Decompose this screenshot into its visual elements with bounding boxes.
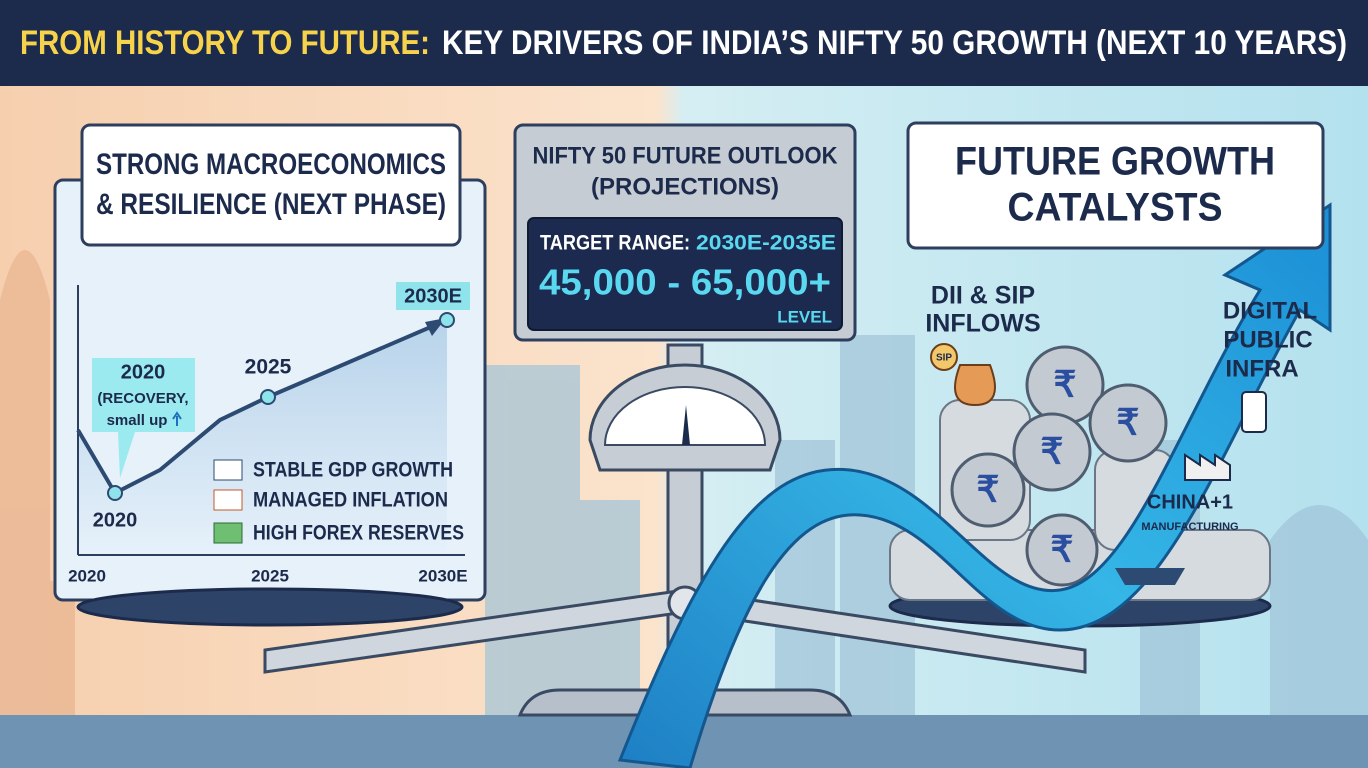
callout-line: 2020 — [121, 361, 166, 383]
x-axis-label: 2020 — [68, 566, 106, 585]
rupee-symbol: ₹ — [1041, 431, 1064, 472]
catalyst-line: INFRA — [1225, 355, 1298, 382]
gdp-icon — [213, 459, 243, 481]
header-bar — [0, 0, 1368, 86]
building — [485, 365, 580, 715]
right-title-box — [906, 121, 1325, 250]
catalyst-line: PUBLIC — [1223, 326, 1312, 353]
trend-line — [76, 321, 441, 496]
callout-line: (RECOVERY, — [97, 390, 188, 407]
x-axis-label: 2030E — [418, 566, 467, 585]
growth-arrow — [617, 202, 1332, 768]
gauge-needle — [682, 405, 690, 445]
dome — [20, 580, 75, 715]
callout-line: small up — [107, 412, 168, 429]
forex-icon — [213, 522, 243, 544]
money-bag — [954, 364, 996, 407]
display-screen — [527, 217, 843, 331]
phone-icon — [1241, 391, 1267, 433]
sip-badge: SIP — [936, 353, 952, 364]
driver: STABLE GDP GROWTH — [253, 459, 453, 482]
title: KEY DRIVERS OF INDIA’S NIFTY 50 GROWTH (… — [442, 24, 1347, 62]
catalyst-line: CHINA+1 — [1147, 491, 1233, 513]
target-label: TARGET RANGE: — [540, 232, 690, 255]
end-label: 2030E — [404, 285, 462, 307]
up-arrow-icon — [172, 411, 182, 426]
rupee-symbol: ₹ — [1117, 402, 1140, 443]
sip-badge-circle — [930, 343, 958, 371]
heritage-building — [0, 250, 75, 715]
point-marker — [260, 389, 276, 405]
target-period: 2030E-2035E — [696, 232, 836, 255]
right-title-line: CATALYSTS — [1008, 186, 1223, 230]
end-label-box — [396, 282, 470, 310]
rupee-symbols: ₹ ₹ ₹ ₹ ₹ — [977, 364, 1140, 570]
coin — [1025, 513, 1099, 587]
title-highlight: FROM HISTORY TO FUTURE: — [20, 24, 430, 62]
rupee-symbol: ₹ — [977, 469, 1000, 510]
point-marker — [439, 312, 455, 328]
factory-icon — [1184, 453, 1231, 481]
ship-icon — [1115, 568, 1185, 585]
left-title-line: STRONG MACROECONOMICS — [96, 148, 446, 181]
dome — [1270, 505, 1368, 715]
center-title-line: NIFTY 50 FUTURE OUTLOOK — [533, 142, 839, 169]
coin — [950, 452, 1026, 528]
coin — [1012, 412, 1092, 492]
left-title-box — [80, 123, 462, 247]
target-unit: LEVEL — [777, 307, 832, 326]
rupee-symbol: ₹ — [1054, 364, 1077, 405]
left-pan — [76, 587, 464, 627]
inflation-icon — [213, 489, 243, 511]
catalyst-line: DII & SIP — [931, 282, 1035, 310]
catalyst-line: DIGITAL — [1223, 297, 1317, 324]
mid-label: 2025 — [245, 356, 292, 379]
callout-box — [92, 358, 195, 478]
center-title-line: (PROJECTIONS) — [591, 173, 779, 200]
driver: HIGH FOREX RESERVES — [253, 522, 464, 545]
chart-area — [78, 320, 447, 555]
rupee-coins — [950, 345, 1168, 587]
rupee-symbol: ₹ — [1051, 529, 1074, 570]
driver: MANAGED INFLATION — [253, 489, 448, 512]
x-axis-label: 2025 — [251, 566, 289, 585]
point-marker — [107, 485, 123, 501]
left-title-line: & RESILIENCE (NEXT PHASE) — [96, 188, 446, 221]
target-range: 45,000 - 65,000+ — [539, 262, 831, 303]
catalyst-line: MANUFACTURING — [1141, 521, 1238, 533]
low-label: 2020 — [93, 509, 138, 531]
right-title-line: FUTURE GROWTH — [955, 140, 1275, 184]
coin — [1088, 383, 1168, 463]
catalyst-line: INFLOWS — [925, 310, 1040, 338]
